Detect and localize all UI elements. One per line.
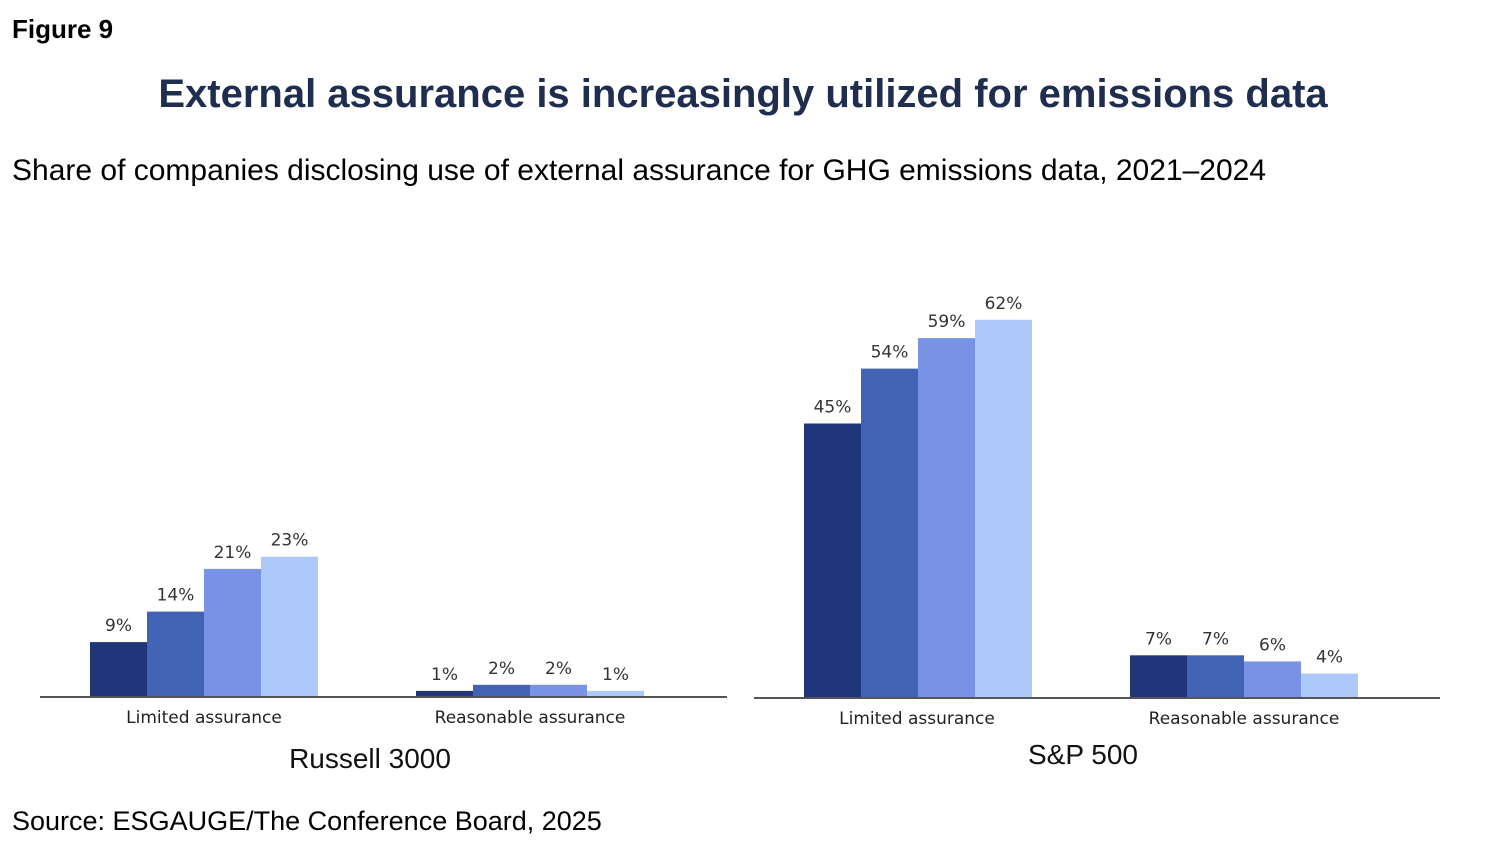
panel-title: S&P 500 xyxy=(1028,739,1138,770)
category-label: Reasonable assurance xyxy=(435,708,626,728)
data-label: 62% xyxy=(985,294,1023,314)
bar xyxy=(1301,673,1358,698)
bar xyxy=(416,690,473,697)
data-label: 21% xyxy=(214,543,252,563)
bar xyxy=(918,338,975,698)
category-label: Limited assurance xyxy=(126,708,282,728)
data-label: 59% xyxy=(928,312,966,332)
data-label: 2% xyxy=(545,659,572,679)
data-label: 1% xyxy=(602,665,629,685)
chart-panel-1: 9% 14% 21% 23% Limited assurance 1% 2% 2% 1% Reas… xyxy=(40,531,727,774)
figure-label: Figure 9 xyxy=(12,14,114,44)
bar xyxy=(975,319,1032,698)
chart-panel-2: 45% 54% 59% 62% Limited assurance 7% 7% 6% 4% Rea… xyxy=(754,294,1440,770)
bar xyxy=(804,423,861,698)
bar xyxy=(473,684,530,697)
category-label: Limited assurance xyxy=(839,709,995,729)
bar xyxy=(1244,661,1301,698)
data-label: 1% xyxy=(431,665,458,685)
bar xyxy=(204,568,261,697)
bar xyxy=(1130,655,1187,698)
category-label: Reasonable assurance xyxy=(1149,709,1340,729)
data-label: 23% xyxy=(271,531,309,551)
bar xyxy=(261,556,318,697)
data-label: 45% xyxy=(814,398,852,418)
bar xyxy=(861,368,918,698)
bar xyxy=(147,611,204,697)
bar xyxy=(90,642,147,697)
chart-area: 9% 14% 21% 23% Limited assurance 1% 2% 2% 1% Reas… xyxy=(40,294,1440,774)
data-label: 6% xyxy=(1259,635,1286,655)
data-label: 7% xyxy=(1145,629,1172,649)
data-label: 14% xyxy=(157,586,195,606)
data-label: 54% xyxy=(871,343,909,363)
bar xyxy=(587,690,644,697)
data-label: 2% xyxy=(488,659,515,679)
chart-title: External assurance is increasingly utili… xyxy=(158,72,1328,116)
bar xyxy=(530,684,587,697)
data-label: 4% xyxy=(1316,648,1343,668)
source-note: Source: ESGAUGE/The Conference Board, 20… xyxy=(12,806,602,836)
chart-subtitle: Share of companies disclosing use of ext… xyxy=(12,154,1267,187)
data-label: 9% xyxy=(105,616,132,636)
bar xyxy=(1187,655,1244,698)
panel-title: Russell 3000 xyxy=(289,743,451,774)
data-label: 7% xyxy=(1202,629,1229,649)
